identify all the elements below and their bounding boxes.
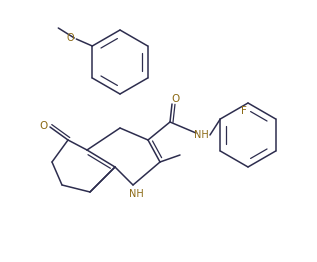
Text: NH: NH xyxy=(129,189,143,199)
Text: NH: NH xyxy=(194,130,208,140)
Text: O: O xyxy=(40,121,48,131)
Text: F: F xyxy=(241,106,247,116)
Text: O: O xyxy=(67,33,74,43)
Text: O: O xyxy=(171,94,179,104)
